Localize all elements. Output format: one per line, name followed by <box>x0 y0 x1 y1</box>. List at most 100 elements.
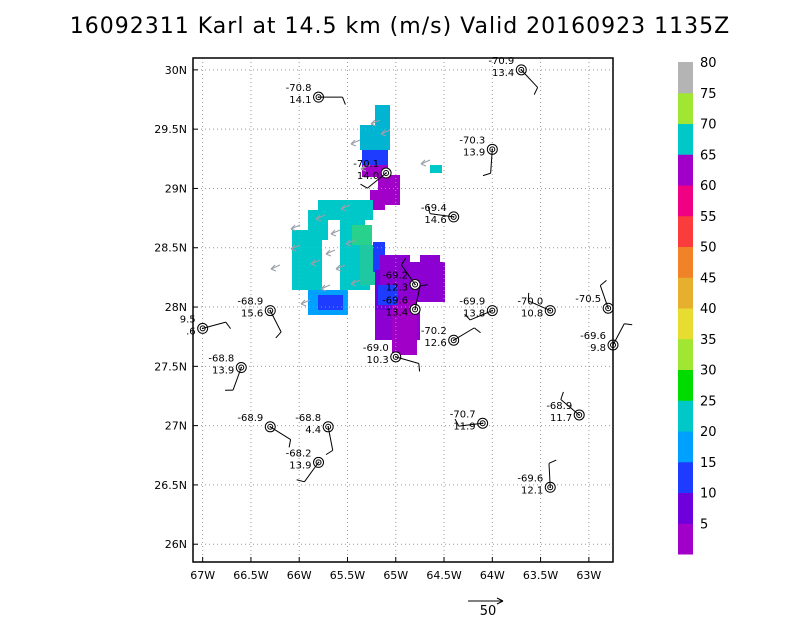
wind-arrow <box>345 239 356 247</box>
station-value-1: -70.0 <box>517 297 543 308</box>
colorbar: 5 10 15 20 25 30 35 40 45 50 55 60 65 70 75 80 <box>678 56 717 555</box>
station-value-2: 9.8 <box>590 343 606 354</box>
lon-tick-label: 63W <box>576 569 601 582</box>
lat-tick-label: 26N <box>165 538 187 551</box>
station-value-1: -70.5 <box>575 294 601 305</box>
wind-speed-field <box>292 105 445 355</box>
station-value-1: -69.6 <box>580 331 606 342</box>
colorbar-label: 25 <box>700 394 717 409</box>
colorbar-swatch <box>678 277 693 309</box>
station-value-1: -68.2 <box>286 448 312 459</box>
station-value-1: -68.8 <box>295 413 321 424</box>
colorbar-label: 70 <box>700 118 717 133</box>
wind-arrow <box>350 279 361 287</box>
station-marker: -68.84.4 <box>295 413 334 456</box>
wind-arrow <box>300 299 311 307</box>
lat-tick-label: 29N <box>165 182 187 195</box>
wind-barb <box>453 327 475 341</box>
wind-arrow <box>420 159 431 167</box>
station-marker: -70.913.4 <box>488 56 539 95</box>
map-frame <box>192 57 614 563</box>
wind-barb <box>269 426 291 440</box>
wind-arrow <box>380 129 391 137</box>
colorbar-swatch <box>678 369 693 401</box>
wind-barb <box>612 323 625 346</box>
station-value-1: -68.9 <box>237 413 263 424</box>
station-value-1: -68.8 <box>208 354 234 365</box>
colorbar-label: 5 <box>700 517 708 532</box>
station-value-2: 13.4 <box>386 307 408 318</box>
wind-barb <box>269 310 282 333</box>
lat-tick-label: 30N <box>165 64 187 77</box>
station-value-1: -68.9 <box>237 297 263 308</box>
station-value-1: -69.2 <box>382 271 408 282</box>
station-marker: -69.212.3 <box>382 257 421 294</box>
station-marker: -70.212.6 <box>421 326 481 349</box>
wind-arrow <box>310 259 321 267</box>
wind-barb <box>202 321 226 329</box>
station-value-1: -70.7 <box>450 409 476 420</box>
axis-ticks: 67W 66.5W 66W 65.5W 65W 64.5W 64W 63.5W 63W 26N 26… <box>154 64 601 582</box>
station-marker: -70.5 <box>575 279 614 314</box>
colorbar-swatch <box>678 123 693 155</box>
wind-speed-cell <box>430 165 442 173</box>
lon-tick-label: 67W <box>190 569 215 582</box>
colorbar-swatch <box>678 185 693 217</box>
station-marker: -68.9 <box>237 413 292 448</box>
wind-speed-cell <box>292 230 322 290</box>
wind-arrow <box>325 249 336 257</box>
colorbar-swatch <box>678 492 693 524</box>
wind-barb <box>548 463 551 488</box>
reference-vector-label: 50 <box>480 604 497 618</box>
wind-arrow <box>270 264 281 272</box>
station-marker: -69.613.4 <box>382 284 429 318</box>
station-marker: -68.813.9 <box>208 354 247 391</box>
station-value-1: -70.9 <box>488 56 514 67</box>
station-value-2: 13.4 <box>492 68 514 79</box>
station-value-1: -70.2 <box>421 326 447 337</box>
station-value-1: -70.8 <box>286 83 312 94</box>
station-value-1: -70.3 <box>459 135 485 146</box>
station-value-2: 12.1 <box>521 485 543 496</box>
lon-tick-label: 64W <box>480 569 505 582</box>
station-value-2: 11.9 <box>453 421 475 432</box>
station-marker: -70.114.0 <box>353 159 392 189</box>
station-value-2: 13.9 <box>463 147 485 158</box>
wind-barb <box>599 285 609 309</box>
lat-tick-label: 28N <box>165 301 187 314</box>
station-value-1: 9.5 <box>180 314 196 325</box>
station-marker: -68.915.6 <box>237 297 282 339</box>
station-value-2: 12.6 <box>424 338 446 349</box>
station-value-2: 10.8 <box>521 309 543 320</box>
wind-speed-cell <box>318 295 343 310</box>
wind-barb <box>395 356 419 364</box>
wind-barb <box>304 462 319 483</box>
colorbar-label: 20 <box>700 425 717 440</box>
wind-vectors <box>270 119 431 307</box>
colorbar-label: 50 <box>700 241 717 256</box>
colorbar-swatch <box>678 523 693 555</box>
colorbar-label: 80 <box>700 56 717 71</box>
colorbar-swatch <box>678 215 693 247</box>
wind-barb <box>400 264 416 285</box>
grid-lines <box>193 58 613 562</box>
lon-tick-label: 65W <box>383 569 408 582</box>
wind-arrow <box>315 214 326 222</box>
station-marker: -70.010.8 <box>517 292 556 320</box>
wind-arrow <box>350 139 361 147</box>
station-marker: -70.711.9 <box>450 409 489 432</box>
wind-arrow <box>290 244 301 252</box>
station-value-1: -69.9 <box>459 297 485 308</box>
colorbar-swatch <box>678 246 693 278</box>
colorbar-label: 65 <box>700 148 717 163</box>
station-value-2: 15.6 <box>241 309 263 320</box>
station-value-2: 13.9 <box>212 366 234 377</box>
station-value-2: 11.7 <box>550 413 572 424</box>
wind-barb <box>367 172 387 189</box>
wind-speed-cell <box>420 255 440 270</box>
plot-title: 16092311 Karl at 14.5 km (m/s) Valid 201… <box>69 14 731 39</box>
lat-tick-label: 26.5N <box>154 479 187 492</box>
station-marker: -69.414.6 <box>421 203 460 226</box>
wind-arrow <box>340 204 351 212</box>
